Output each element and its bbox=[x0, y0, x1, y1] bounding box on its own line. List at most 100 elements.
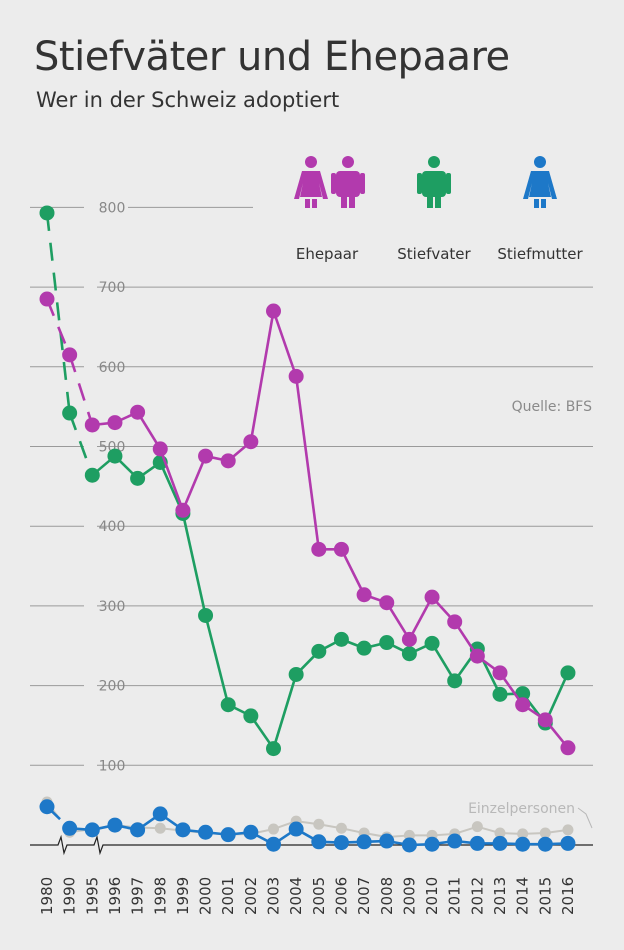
data-point bbox=[379, 595, 395, 611]
data-point bbox=[84, 467, 100, 483]
data-point bbox=[152, 806, 168, 822]
series-segment bbox=[45, 298, 71, 356]
x-tick-label: 1999 bbox=[174, 877, 192, 915]
data-point bbox=[515, 697, 531, 713]
data-point bbox=[492, 665, 508, 681]
data-point bbox=[152, 441, 168, 457]
data-point bbox=[198, 448, 214, 464]
data-point bbox=[39, 205, 55, 221]
x-axis bbox=[30, 834, 593, 856]
data-point bbox=[492, 835, 508, 851]
series-segment bbox=[272, 674, 298, 749]
series-segment bbox=[45, 212, 71, 414]
legend-label-stiefmutter: Stiefmutter bbox=[497, 245, 583, 263]
data-point bbox=[356, 640, 372, 656]
data-point bbox=[447, 673, 463, 689]
data-point bbox=[537, 836, 553, 852]
x-tick-label: 2012 bbox=[468, 877, 486, 915]
legend-label-stiefvater: Stiefvater bbox=[397, 245, 471, 263]
x-tick-label: 2016 bbox=[559, 877, 577, 915]
x-tick-label: 2011 bbox=[446, 877, 464, 915]
data-point bbox=[333, 541, 349, 557]
data-point bbox=[220, 697, 236, 713]
x-tick-label: 2013 bbox=[491, 877, 509, 915]
series-segment bbox=[408, 596, 434, 640]
data-point bbox=[107, 415, 123, 431]
x-tick-label: 2007 bbox=[355, 877, 373, 915]
couple-icon bbox=[294, 156, 365, 208]
data-point bbox=[311, 643, 327, 659]
data-point bbox=[311, 541, 327, 557]
data-point bbox=[62, 820, 78, 836]
data-point bbox=[401, 646, 417, 662]
einzelpersonen-label: Einzelpersonen bbox=[468, 801, 575, 817]
series-ehepaar bbox=[39, 291, 576, 756]
x-tick-label: 2001 bbox=[219, 877, 237, 915]
x-tick-label: 2000 bbox=[197, 877, 215, 915]
chart-subtitle: Wer in der Schweiz adoptiert bbox=[36, 88, 340, 112]
data-point bbox=[537, 712, 553, 728]
series-stiefmutter bbox=[39, 799, 576, 853]
source-label: Quelle: BFS bbox=[512, 399, 592, 415]
data-point bbox=[220, 453, 236, 469]
legend: Ehepaar Stiefvater Stiefmutter bbox=[294, 156, 584, 263]
data-point bbox=[494, 827, 506, 839]
data-point bbox=[517, 828, 529, 840]
data-point bbox=[266, 741, 281, 757]
data-point bbox=[107, 817, 123, 833]
y-tick-label: 600 bbox=[99, 360, 126, 376]
y-tick-label: 200 bbox=[99, 679, 126, 695]
data-point bbox=[424, 836, 440, 852]
x-tick-label: 2009 bbox=[400, 877, 418, 915]
data-point bbox=[356, 587, 372, 603]
x-tick-label: 2008 bbox=[378, 877, 396, 915]
data-point bbox=[198, 824, 214, 840]
data-point bbox=[84, 822, 100, 838]
data-point bbox=[447, 614, 463, 630]
data-point bbox=[288, 666, 304, 682]
data-point bbox=[266, 303, 281, 319]
data-point bbox=[130, 470, 146, 486]
data-point bbox=[447, 833, 463, 849]
x-tick-label: 2015 bbox=[536, 877, 554, 915]
woman-icon bbox=[523, 156, 557, 208]
data-point bbox=[562, 824, 574, 836]
series-segment bbox=[159, 448, 185, 511]
x-tick-label: 1997 bbox=[129, 877, 147, 915]
data-point bbox=[62, 347, 78, 363]
series-segment bbox=[181, 513, 207, 616]
data-point bbox=[154, 822, 166, 834]
x-tick-label: 2006 bbox=[332, 877, 350, 915]
data-point bbox=[39, 799, 55, 815]
y-tick-label: 700 bbox=[99, 280, 126, 296]
y-tick-label: 100 bbox=[99, 758, 126, 774]
x-axis-line bbox=[30, 834, 593, 856]
x-tick-label: 2014 bbox=[514, 877, 532, 915]
series-segment bbox=[249, 310, 275, 442]
series-segment bbox=[294, 376, 321, 550]
data-point bbox=[175, 822, 191, 838]
data-point bbox=[266, 836, 281, 852]
series-segment bbox=[181, 455, 207, 511]
data-point bbox=[424, 635, 440, 651]
data-point bbox=[84, 417, 100, 433]
data-point bbox=[288, 368, 304, 384]
x-tick-labels: 1980 1990 1995 1996 1997 1998 1999 2000 2001 2002… bbox=[38, 877, 577, 915]
data-point bbox=[130, 404, 146, 420]
data-point bbox=[515, 836, 531, 852]
data-point bbox=[243, 708, 259, 724]
data-point bbox=[356, 834, 372, 850]
x-tick-label: 1998 bbox=[151, 877, 169, 915]
data-point bbox=[401, 631, 417, 647]
data-point bbox=[560, 835, 576, 851]
series-segment bbox=[340, 548, 366, 596]
data-point bbox=[379, 833, 395, 849]
legend-label-ehepaar: Ehepaar bbox=[296, 245, 359, 263]
series-segment bbox=[204, 615, 230, 706]
data-point bbox=[313, 818, 325, 830]
y-tick-label: 400 bbox=[99, 519, 126, 535]
data-point bbox=[424, 589, 440, 605]
series-segment bbox=[68, 354, 94, 426]
data-point bbox=[311, 834, 327, 850]
